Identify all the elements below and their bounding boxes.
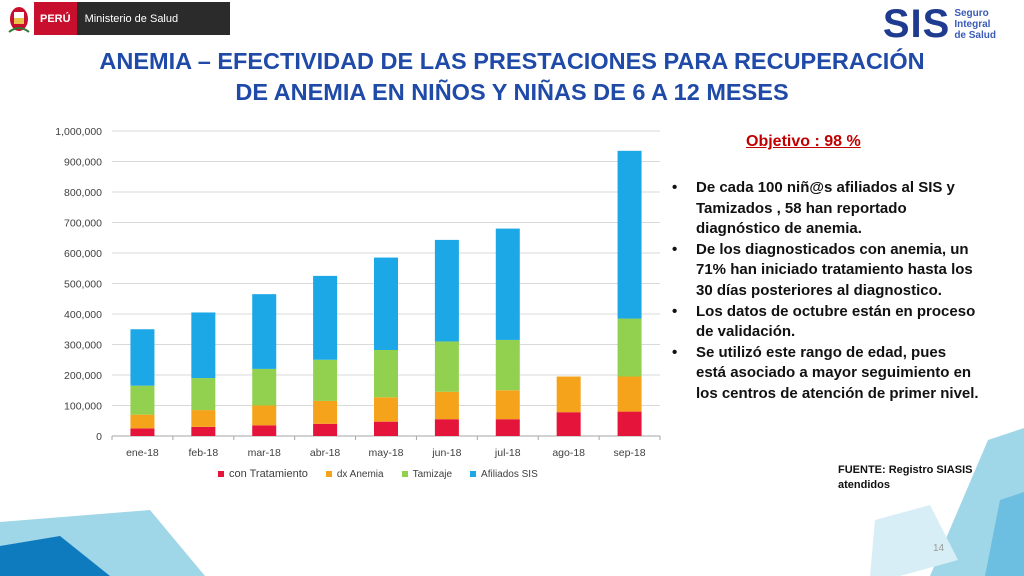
sis-name-line2: Integral xyxy=(954,18,991,30)
chart-legend: con Tratamiento dx Anemia Tamizaje Afiliado… xyxy=(218,468,538,480)
legend-label: dx Anemia xyxy=(336,468,384,480)
slide-title-line1: ANEMIA – EFECTIVIDAD DE LAS PRESTACIONES… xyxy=(99,48,925,74)
bar-segment-tamizaje xyxy=(617,318,642,377)
legend-item: con Tratamiento xyxy=(218,468,308,480)
y-tick-label: 200,000 xyxy=(64,370,102,382)
sis-full-name: Seguro Integral de Salud xyxy=(954,8,996,41)
x-tick-label: may-18 xyxy=(368,447,403,459)
slide-title: ANEMIA – EFECTIVIDAD DE LAS PRESTACIONES… xyxy=(20,46,1004,108)
bar-segment-afiliados-sis xyxy=(191,312,216,379)
legend-label: Afiliados SIS xyxy=(481,468,538,480)
country-label: PERÚ xyxy=(34,2,77,35)
deco-dark-shape-right xyxy=(985,492,1024,576)
coat-of-arms-icon xyxy=(4,2,34,35)
y-tick-label: 1,000,000 xyxy=(55,126,102,138)
bar-segment-tamizaje xyxy=(191,378,216,411)
bar-segment-afiliados-sis xyxy=(434,239,459,342)
bar-segment-tamizaje xyxy=(434,341,459,392)
bar-segment-dx-anemia xyxy=(374,397,398,422)
bar-segment-con-tratamiento xyxy=(374,421,398,436)
bar-segment-con-tratamiento xyxy=(556,412,581,436)
bar-segment-con-tratamiento xyxy=(495,419,520,436)
legend-item: dx Anemia xyxy=(325,468,384,480)
y-tick-label: 300,000 xyxy=(64,340,102,352)
bar-segment-con-tratamiento xyxy=(252,425,277,436)
legend-label: con Tratamiento xyxy=(229,468,308,480)
stacked-bar-chart: 0 100,000 200,000 300,000 400,000 500,000 600,… xyxy=(55,126,661,459)
x-tick-label: feb-18 xyxy=(188,447,218,459)
legend-swatch xyxy=(401,471,408,477)
bar-segment-con-tratamiento xyxy=(434,419,459,436)
x-tick-label: ene-18 xyxy=(126,447,159,459)
bar-segment-con-tratamiento xyxy=(617,411,642,436)
bar-segment-dx-anemia xyxy=(434,391,459,420)
bar-segment-tamizaje xyxy=(130,385,155,415)
bar-segment-tamizaje xyxy=(495,339,520,391)
bar-segment-afiliados-sis xyxy=(252,294,277,369)
legend-item: Afiliados SIS xyxy=(470,469,538,480)
y-tick-label: 500,000 xyxy=(64,279,102,291)
bar-segment-dx-anemia xyxy=(617,376,642,412)
deco-dark-shape-left xyxy=(0,536,110,576)
x-tick-label: jul-18 xyxy=(494,447,521,459)
bar-segment-dx-anemia xyxy=(556,376,581,413)
sis-mark: SIS xyxy=(882,2,951,46)
finding-item: Los datos de octubre están en proceso de… xyxy=(670,302,980,343)
sis-name-line1: Seguro xyxy=(954,7,989,19)
y-tick-label: 400,000 xyxy=(64,309,102,321)
bar-segment-afiliados-sis xyxy=(313,275,338,360)
bar-segment-afiliados-sis xyxy=(617,150,642,319)
source-note: FUENTE: Registro SIASIS atendidos xyxy=(838,464,973,491)
sis-name-line3: de Salud xyxy=(954,29,996,41)
x-tick-label: ago-18 xyxy=(552,447,585,459)
bar-segment-con-tratamiento xyxy=(313,423,338,436)
bar-segment-tamizaje xyxy=(252,368,277,406)
deco-faint-shape xyxy=(870,505,958,576)
slide-title-line2: DE ANEMIA EN NIÑOS Y NIÑAS DE 6 A 12 MES… xyxy=(235,79,789,105)
finding-item: Se utilizó este rango de edad, pues está… xyxy=(670,343,980,405)
legend-swatch xyxy=(218,471,224,477)
finding-item: De los diagnosticados con anemia, un 71%… xyxy=(670,240,980,302)
bar-segment-dx-anemia xyxy=(191,410,216,427)
bar-segment-con-tratamiento xyxy=(130,428,155,436)
bar-segment-afiliados-sis xyxy=(130,329,155,386)
y-tick-label: 0 xyxy=(96,431,102,443)
y-tick-label: 800,000 xyxy=(64,187,102,199)
bar-segment-tamizaje xyxy=(313,359,338,401)
legend-swatch xyxy=(470,471,477,477)
bar-segment-dx-anemia xyxy=(252,405,277,426)
bar-segment-dx-anemia xyxy=(313,400,338,424)
finding-item: De cada 100 niñ@s afiliados al SIS y Tam… xyxy=(670,178,980,240)
objective-label: Objetivo : 98 % xyxy=(746,133,861,150)
y-tick-label: 100,000 xyxy=(64,401,102,413)
bar-segment-dx-anemia xyxy=(130,414,155,429)
y-tick-label: 900,000 xyxy=(64,157,102,169)
findings-list: De cada 100 niñ@s afiliados al SIS y Tam… xyxy=(670,178,980,405)
bar-segment-tamizaje xyxy=(374,349,398,398)
ministry-label: Ministerio de Salud xyxy=(76,2,231,35)
y-tick-label: 700,000 xyxy=(64,218,102,230)
legend-item: Tamizaje xyxy=(401,468,453,480)
x-tick-label: sep-18 xyxy=(614,447,646,459)
x-tick-label: abr-18 xyxy=(310,447,341,459)
legend-swatch xyxy=(325,471,332,477)
bar-segment-dx-anemia xyxy=(495,390,520,420)
y-tick-label: 600,000 xyxy=(64,248,102,260)
government-logo: PERÚ Ministerio de Salud xyxy=(4,2,231,35)
bar-segment-afiliados-sis xyxy=(374,257,398,350)
legend-label: Tamizaje xyxy=(412,468,453,480)
bar-segment-afiliados-sis xyxy=(495,228,520,340)
x-tick-label: jun-18 xyxy=(431,447,461,459)
bar-segment-con-tratamiento xyxy=(191,426,216,436)
page-number: 14 xyxy=(933,543,945,554)
sis-logo: SIS Seguro Integral de Salud xyxy=(883,4,996,44)
x-tick-label: mar-18 xyxy=(248,447,281,459)
